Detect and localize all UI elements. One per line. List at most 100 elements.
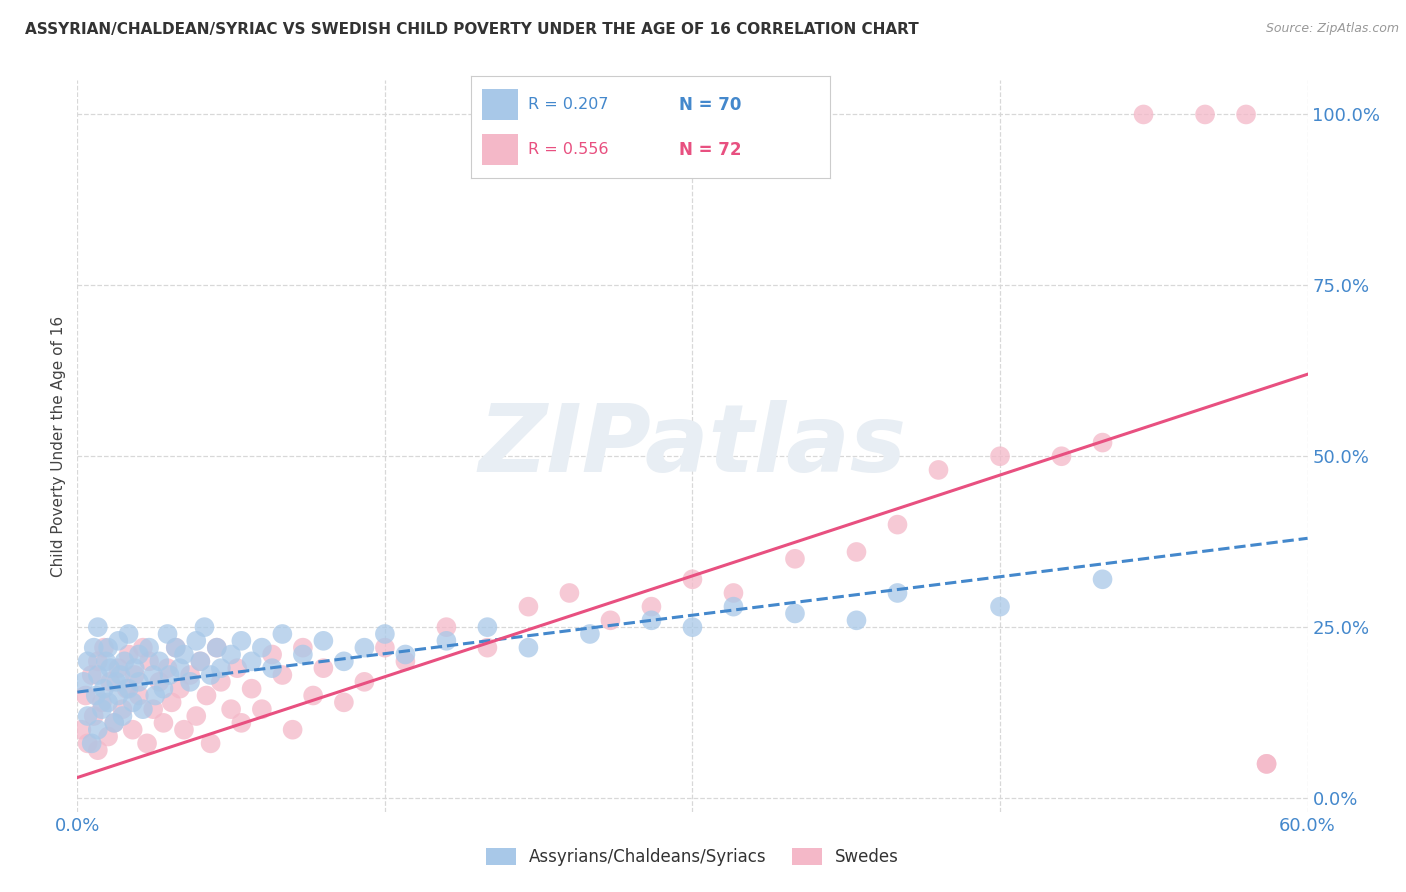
Point — [783, 551, 806, 566]
Text: N = 70: N = 70 — [679, 95, 741, 113]
Point — [394, 648, 416, 662]
Point — [159, 668, 181, 682]
Point — [136, 736, 159, 750]
Point — [179, 674, 201, 689]
Point — [121, 723, 143, 737]
Point — [333, 654, 356, 668]
Point — [928, 463, 950, 477]
Point — [205, 640, 228, 655]
Point — [281, 723, 304, 737]
Text: R = 0.556: R = 0.556 — [529, 142, 609, 157]
Point — [87, 743, 110, 757]
Point — [193, 620, 215, 634]
Point — [1256, 756, 1278, 771]
Point — [152, 681, 174, 696]
Point — [1091, 435, 1114, 450]
Point — [70, 723, 93, 737]
Point — [312, 661, 335, 675]
Text: ASSYRIAN/CHALDEAN/SYRIAC VS SWEDISH CHILD POVERTY UNDER THE AGE OF 16 CORRELATIO: ASSYRIAN/CHALDEAN/SYRIAC VS SWEDISH CHIL… — [25, 22, 920, 37]
Point — [200, 736, 222, 750]
Point — [250, 702, 273, 716]
Point — [291, 648, 314, 662]
Point — [138, 640, 160, 655]
Point — [640, 613, 662, 627]
Point — [94, 654, 117, 668]
Point — [87, 620, 110, 634]
Point — [886, 517, 908, 532]
Point — [80, 736, 103, 750]
Point — [93, 640, 115, 655]
Point — [226, 661, 249, 675]
Point — [1132, 107, 1154, 121]
Point — [188, 654, 212, 668]
Point — [209, 661, 232, 675]
Point — [169, 681, 191, 696]
Text: ZIPatlas: ZIPatlas — [478, 400, 907, 492]
Point — [76, 709, 98, 723]
Bar — [482, 135, 517, 165]
Bar — [482, 89, 517, 120]
Point — [138, 654, 160, 668]
Point — [83, 709, 105, 723]
Point — [312, 633, 335, 648]
Point — [107, 661, 129, 675]
Point — [845, 613, 868, 627]
Point — [240, 654, 263, 668]
Point — [209, 674, 232, 689]
Point — [262, 648, 284, 662]
Point — [250, 640, 273, 655]
Text: Source: ZipAtlas.com: Source: ZipAtlas.com — [1265, 22, 1399, 36]
Point — [165, 640, 187, 655]
Point — [179, 668, 201, 682]
Point — [374, 640, 396, 655]
Point — [124, 661, 146, 675]
Point — [333, 695, 356, 709]
Point — [1256, 756, 1278, 771]
Point — [80, 668, 103, 682]
Point — [845, 545, 868, 559]
Point — [291, 640, 314, 655]
Point — [353, 674, 375, 689]
Point — [271, 627, 294, 641]
Point — [165, 640, 187, 655]
Point — [988, 599, 1011, 614]
Point — [142, 702, 165, 716]
Point — [231, 715, 253, 730]
Point — [477, 620, 499, 634]
Point — [783, 607, 806, 621]
Text: R = 0.207: R = 0.207 — [529, 97, 609, 112]
Point — [302, 689, 325, 703]
Point — [156, 661, 179, 675]
Point — [1194, 107, 1216, 121]
Point — [152, 715, 174, 730]
Point — [219, 702, 242, 716]
Point — [97, 695, 120, 709]
Point — [117, 681, 139, 696]
Point — [682, 620, 704, 634]
Point — [90, 702, 114, 716]
Point — [90, 695, 114, 709]
Point — [477, 640, 499, 655]
Point — [160, 695, 183, 709]
Point — [374, 627, 396, 641]
Point — [117, 648, 139, 662]
Point — [142, 668, 165, 682]
Point — [132, 640, 155, 655]
Point — [173, 723, 195, 737]
Point — [231, 633, 253, 648]
Point — [353, 640, 375, 655]
Point — [517, 640, 540, 655]
Point — [205, 640, 228, 655]
Point — [87, 654, 110, 668]
Point — [682, 572, 704, 586]
Point — [115, 681, 138, 696]
Point — [128, 648, 150, 662]
Point — [156, 627, 179, 641]
Point — [110, 668, 132, 682]
Point — [195, 689, 218, 703]
Point — [640, 599, 662, 614]
Point — [111, 702, 134, 716]
Point — [128, 689, 150, 703]
Point — [436, 620, 458, 634]
Point — [93, 681, 115, 696]
